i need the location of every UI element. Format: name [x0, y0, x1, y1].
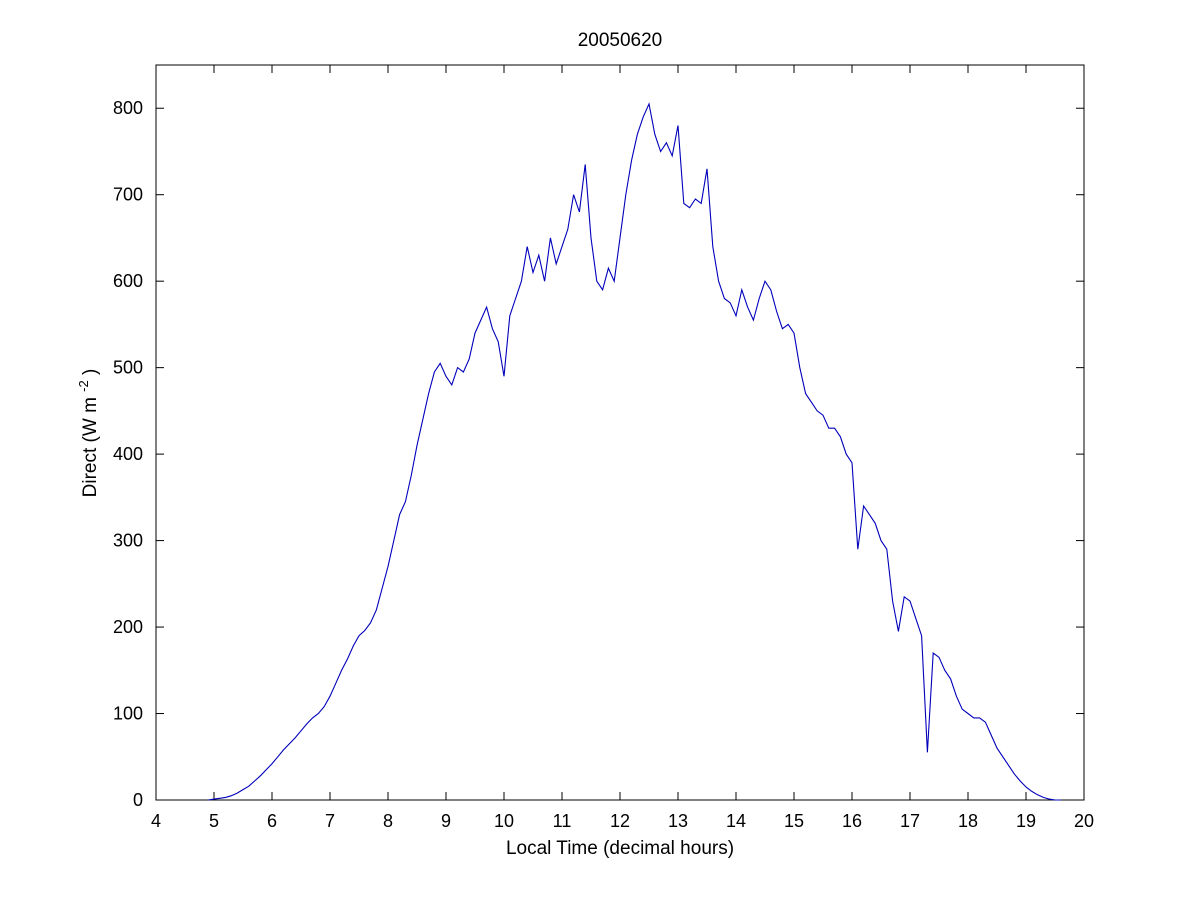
irradiance-data-line	[208, 102, 1061, 801]
x-tick-label: 6	[267, 811, 277, 831]
x-tick-label: 7	[325, 811, 335, 831]
y-axis-label-superscript: -2	[76, 380, 91, 392]
x-tick-label: 19	[1016, 811, 1036, 831]
x-axis-label: Local Time (decimal hours)	[506, 838, 734, 859]
x-tick-label: 4	[151, 811, 161, 831]
y-tick-label: 400	[113, 444, 143, 464]
y-tick-label: 100	[113, 704, 143, 724]
y-tick-label: 800	[113, 98, 143, 118]
x-tick-label: 16	[842, 811, 862, 831]
x-tick-label: 18	[958, 811, 978, 831]
y-tick-label: 600	[113, 271, 143, 291]
y-tick-label: 700	[113, 185, 143, 205]
x-tick-label: 20	[1074, 811, 1094, 831]
plot-area	[155, 64, 1085, 801]
y-axis-label-prefix: Direct (W m	[80, 397, 101, 497]
x-tick-label: 5	[209, 811, 219, 831]
x-tick-label: 14	[726, 811, 746, 831]
x-tick-label: 8	[383, 811, 393, 831]
x-tick-label: 13	[668, 811, 688, 831]
x-tick-label: 9	[441, 811, 451, 831]
x-tick-label: 12	[610, 811, 630, 831]
x-tick-label: 11	[553, 811, 572, 831]
axes-ticks: 4 5 6 7 8 9 10 11 12 13 14 15 16 17 18 19 20010020030040…	[113, 65, 1094, 831]
x-tick-label: 10	[494, 811, 514, 831]
x-tick-label: 15	[784, 811, 804, 831]
y-tick-label: 0	[133, 790, 143, 810]
y-axis-label-suffix: )	[80, 369, 101, 375]
y-tick-label: 200	[113, 617, 143, 637]
y-tick-label: 300	[113, 531, 143, 551]
y-tick-label: 500	[113, 358, 143, 378]
chart-title: 20050620	[578, 30, 663, 51]
x-tick-label: 17	[900, 811, 920, 831]
y-axis-label: Direct (W m -2 )	[72, 369, 101, 498]
